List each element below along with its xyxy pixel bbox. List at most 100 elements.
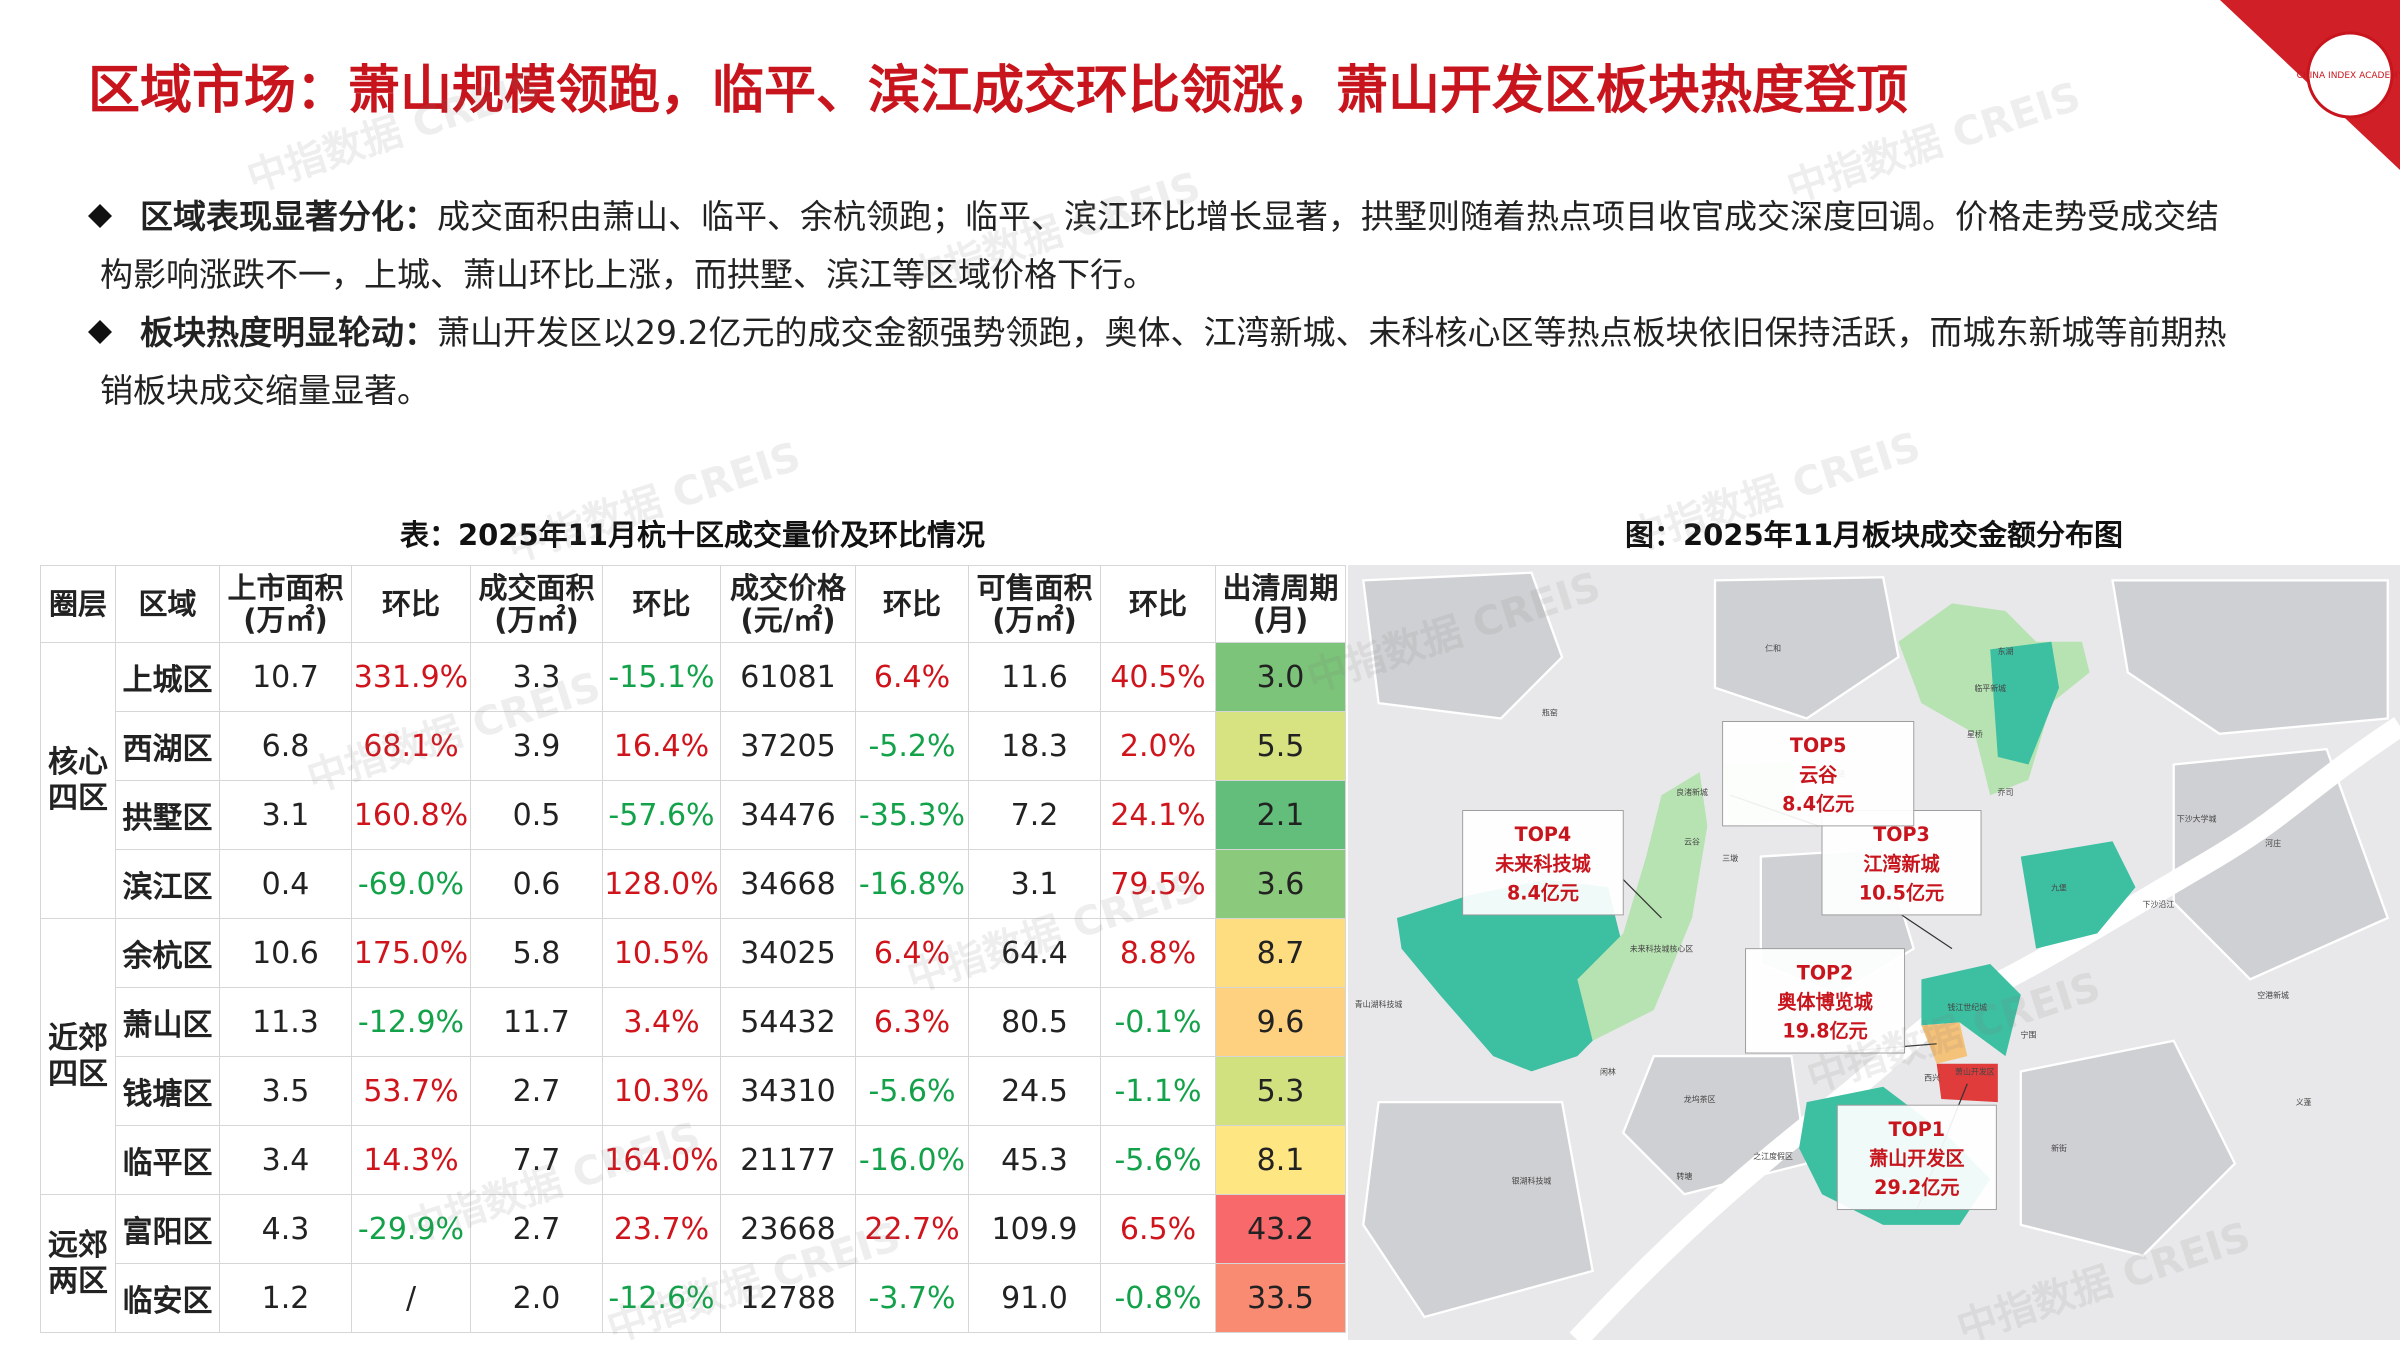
value-cell: -12.6% <box>602 1263 721 1333</box>
header-cell: 环比 <box>1100 565 1216 643</box>
value-cell: 128.0% <box>602 849 721 919</box>
place-label: 仁和 <box>1765 643 1781 653</box>
row: 萧山区 11.3 -12.9% 11.7 3.4% 54432 6.3% 80.5 -0.1% 9… <box>41 987 1346 1057</box>
place-label: 龙坞茶区 <box>1684 1094 1716 1104</box>
callout-name: 云谷 <box>1799 763 1838 786</box>
value-cell: 3.1 <box>219 780 352 850</box>
value-cell: 12788 <box>720 1263 856 1333</box>
row: 远郊 两区 富阳区 4.3 -29.9% 2.7 23.7% 23668 22.7% 109.9… <box>40 1194 1346 1333</box>
callout-box <box>1462 810 1624 916</box>
value-cell: 6.5% <box>1100 1194 1216 1264</box>
value-cell: 11.7 <box>470 987 603 1057</box>
region-cell: 富阳区 <box>115 1194 220 1264</box>
place-label: 河庄 <box>2265 838 2281 848</box>
place-label: 下沙沿江 <box>2143 900 2175 909</box>
value-cell: 175.0% <box>351 918 471 988</box>
place-label: 三墩 <box>1722 853 1738 863</box>
region-cell: 余杭区 <box>115 918 220 988</box>
value-cell: 14.3% <box>351 1125 471 1195</box>
callout-rank: TOP1 <box>1889 1118 1946 1141</box>
value-cell: 10.5% <box>602 918 721 988</box>
place-label: 东湖 <box>1998 646 2014 656</box>
bullet-text: 成交面积由萧山、临平、余杭领跑；临平、滨江环比增长显著，拱墅则随着热点项目收官成… <box>100 197 2219 294</box>
place-label: 良渚新城 <box>1676 787 1708 797</box>
group-cell: 远郊 两区 <box>40 1194 116 1333</box>
value-cell: -3.7% <box>855 1263 969 1333</box>
header-cell: 圈层 <box>40 565 116 643</box>
value-cell: 53.7% <box>351 1056 471 1126</box>
place-label: 钱江世纪城 <box>1947 1002 1987 1012</box>
value-cell: 24.1% <box>1100 780 1216 850</box>
place-label: 义蓬 <box>2296 1097 2312 1107</box>
value-cell: 5.8 <box>470 918 603 988</box>
value-cell: 2.7 <box>470 1056 603 1126</box>
region-cell: 上城区 <box>115 642 220 712</box>
place-label: 西兴 <box>1924 1074 1940 1083</box>
callout-rank: TOP3 <box>1873 823 1930 846</box>
value-cell: 0.6 <box>470 849 603 919</box>
callout-amount: 10.5亿元 <box>1859 882 1944 905</box>
callout-name: 奥体博览城 <box>1777 990 1872 1013</box>
value-cell: 45.3 <box>968 1125 1101 1195</box>
row: 临平区 3.4 14.3% 7.7 164.0% 21177 -16.0% 45.3 -5.6%… <box>41 1125 1346 1195</box>
bullet: 板块热度明显轮动：萧山开发区以29.2亿元的成交金额强势领跑，奥体、江湾新城、未… <box>88 304 2250 420</box>
value-cell: -5.6% <box>1100 1125 1216 1195</box>
value-cell: 3.4 <box>219 1125 352 1195</box>
value-cell: 34476 <box>720 780 856 850</box>
map-title: 图：2025年11月板块成交金额分布图 <box>1624 518 2124 552</box>
value-cell: -35.3% <box>855 780 969 850</box>
value-cell: 6.8 <box>219 711 352 781</box>
place-label: 萧山开发区 <box>1955 1066 1995 1076</box>
header-cell: 区域 <box>115 565 220 643</box>
value-cell: 23.7% <box>602 1194 721 1264</box>
value-cell: 2.1 <box>1215 780 1346 850</box>
region-cell: 临安区 <box>115 1263 220 1333</box>
callout: TOP3 江湾新城 10.5亿元 <box>1821 810 1982 950</box>
callout-box <box>1821 810 1982 916</box>
value-cell: 11.6 <box>968 642 1101 712</box>
row: 拱墅区 3.1 160.8% 0.5 -57.6% 34476 -35.3% 7.2 24.1%… <box>41 780 1346 850</box>
value-cell: 6.3% <box>855 987 969 1057</box>
header-cell: 环比 <box>855 565 969 643</box>
value-cell: 3.6 <box>1215 849 1346 919</box>
value-cell: 34668 <box>720 849 856 919</box>
place-label: 未来科技城核心区 <box>1630 944 1694 954</box>
value-cell: 8.1 <box>1215 1125 1346 1195</box>
value-cell: / <box>351 1263 471 1333</box>
value-cell: 21177 <box>720 1125 856 1195</box>
place-label: 青山湖科技城 <box>1355 999 1403 1009</box>
row: 西湖区 6.8 68.1% 3.9 16.4% 37205 -5.2% 18.3 2.0% 5.5 <box>41 711 1346 781</box>
header-row: 圈层 区域 上市面积 (万㎡) 环比 成交面积 (万㎡) 环比 成交价格 (元/㎡) 环比 可售… <box>40 565 1346 643</box>
group-cell: 核心 四区 <box>40 642 116 919</box>
place-label: 瓶窑 <box>1542 707 1558 717</box>
value-cell: 23668 <box>720 1194 856 1264</box>
value-cell: 18.3 <box>968 711 1101 781</box>
callout: TOP4 未来科技城 8.4亿元 <box>1462 810 1662 919</box>
value-cell: -57.6% <box>602 780 721 850</box>
value-cell: 3.1 <box>968 849 1101 919</box>
bullet-heading: 区域表现显著分化： <box>140 197 437 236</box>
bullet-text: 萧山开发区以29.2亿元的成交金额强势领跑，奥体、江湾新城、未科核心区等热点板块… <box>100 313 2227 410</box>
value-cell: -16.8% <box>855 849 969 919</box>
value-cell: 5.5 <box>1215 711 1346 781</box>
value-cell: -0.1% <box>1100 987 1216 1057</box>
place-label: 宁围 <box>2020 1030 2036 1040</box>
logo-text: CHINA INDEX ACADEMY <box>2297 71 2400 81</box>
place-label: 转塘 <box>1676 1171 1692 1181</box>
callout-name: 未来科技城 <box>1494 852 1590 875</box>
callout-name: 萧山开发区 <box>1869 1147 1964 1170</box>
value-cell: 64.4 <box>968 918 1101 988</box>
value-cell: 11.3 <box>219 987 352 1057</box>
callout-amount: 8.4亿元 <box>1782 793 1854 816</box>
row: 临安区 1.2/2.0 -12.6% 12788 -3.7% 91.0 -0.8% 33.5 <box>41 1263 1346 1333</box>
value-cell: -69.0% <box>351 849 471 919</box>
value-cell: 37205 <box>720 711 856 781</box>
value-cell: 0.4 <box>219 849 352 919</box>
value-cell: 24.5 <box>968 1056 1101 1126</box>
header-cell: 环比 <box>351 565 471 643</box>
value-cell: 160.8% <box>351 780 471 850</box>
bullet-marker <box>88 320 112 344</box>
group-cell: 近郊 四区 <box>40 918 116 1195</box>
value-cell: 109.9 <box>968 1194 1101 1264</box>
